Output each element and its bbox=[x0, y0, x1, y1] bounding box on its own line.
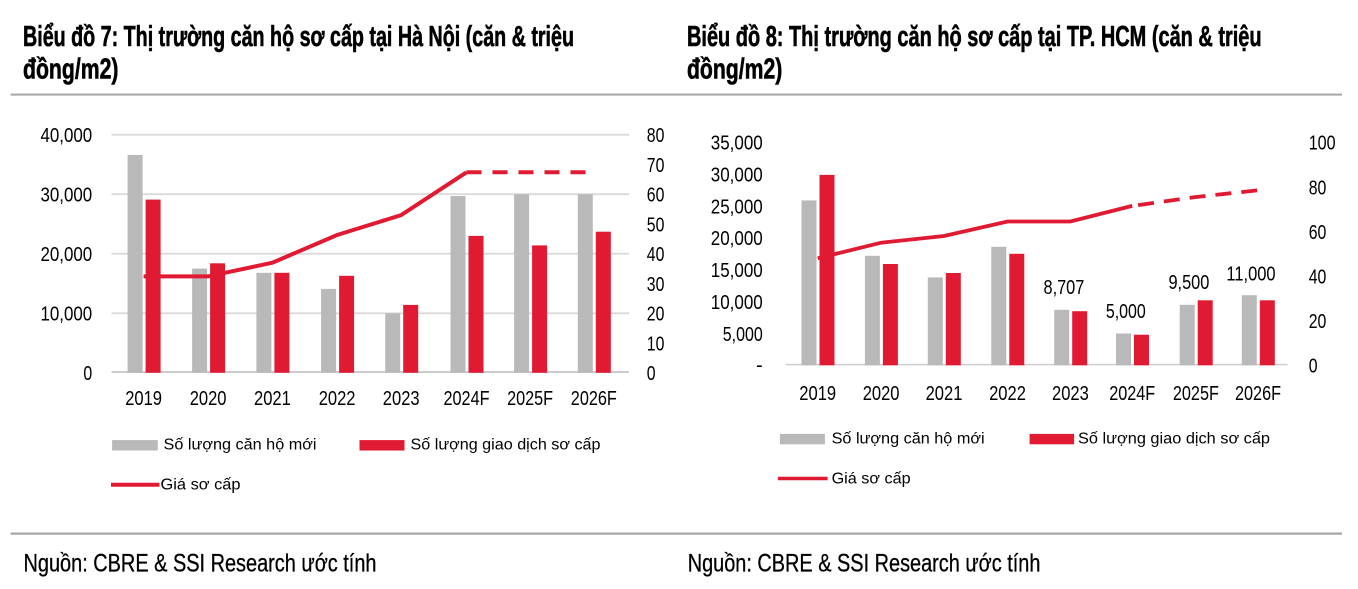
svg-text:100: 100 bbox=[1309, 133, 1336, 155]
svg-text:2025F: 2025F bbox=[1173, 383, 1219, 405]
svg-text:2023: 2023 bbox=[1052, 383, 1089, 405]
svg-text:9,500: 9,500 bbox=[1168, 272, 1209, 294]
svg-text:20,000: 20,000 bbox=[711, 228, 763, 250]
svg-text:2019: 2019 bbox=[125, 388, 162, 410]
svg-text:80: 80 bbox=[647, 125, 665, 147]
svg-text:2020: 2020 bbox=[863, 383, 900, 405]
svg-text:2024F: 2024F bbox=[444, 388, 490, 410]
svg-text:Số lượng giao dịch sơ cấp: Số lượng giao dịch sơ cấp bbox=[1078, 431, 1270, 448]
svg-text:30,000: 30,000 bbox=[711, 165, 763, 187]
svg-text:2023: 2023 bbox=[383, 388, 420, 410]
svg-text:40,000: 40,000 bbox=[41, 125, 93, 147]
svg-text:0: 0 bbox=[83, 363, 92, 385]
svg-text:35,000: 35,000 bbox=[711, 133, 763, 155]
svg-text:70: 70 bbox=[647, 155, 665, 177]
svg-text:8,707: 8,707 bbox=[1044, 277, 1085, 299]
svg-text:15,000: 15,000 bbox=[711, 260, 763, 282]
svg-text:Số lượng căn hộ mới: Số lượng căn hộ mới bbox=[164, 437, 317, 454]
svg-text:2022: 2022 bbox=[319, 388, 356, 410]
svg-text:đồng/m2): đồng/m2) bbox=[687, 54, 782, 86]
svg-text:Giá sơ cấp: Giá sơ cấp bbox=[832, 470, 911, 487]
svg-text:Nguồn: CBRE & SSI Research ước: Nguồn: CBRE & SSI Research ước tính bbox=[24, 550, 377, 578]
svg-text:11,000: 11,000 bbox=[1226, 263, 1275, 285]
svg-text:2026F: 2026F bbox=[1235, 383, 1281, 405]
svg-text:Số lượng căn hộ mới: Số lượng căn hộ mới bbox=[832, 431, 985, 448]
svg-text:Biểu đồ 8: Thị trường căn hộ s: Biểu đồ 8: Thị trường căn hộ sơ cấp tại … bbox=[687, 21, 1262, 53]
svg-text:30: 30 bbox=[647, 274, 665, 296]
svg-text:Nguồn: CBRE & SSI Research ước: Nguồn: CBRE & SSI Research ước tính bbox=[688, 550, 1041, 578]
svg-text:0: 0 bbox=[647, 363, 656, 385]
svg-text:30,000: 30,000 bbox=[41, 185, 93, 207]
svg-text:25,000: 25,000 bbox=[711, 196, 763, 218]
svg-text:2025F: 2025F bbox=[507, 388, 553, 410]
svg-text:80: 80 bbox=[1309, 177, 1327, 199]
svg-text:10,000: 10,000 bbox=[711, 292, 763, 314]
svg-text:đồng/m2): đồng/m2) bbox=[23, 54, 119, 86]
svg-text:5,000: 5,000 bbox=[1106, 301, 1146, 323]
svg-text:2022: 2022 bbox=[989, 383, 1026, 405]
svg-text:20: 20 bbox=[647, 304, 665, 326]
svg-text:5,000: 5,000 bbox=[723, 324, 763, 346]
svg-text:Số lượng giao dịch sơ cấp: Số lượng giao dịch sơ cấp bbox=[411, 437, 601, 454]
svg-text:Biểu đồ 7: Thị trường căn hộ s: Biểu đồ 7: Thị trường căn hộ sơ cấp tại … bbox=[23, 21, 574, 53]
svg-text:20: 20 bbox=[1309, 311, 1327, 333]
svg-text:0: 0 bbox=[1309, 356, 1318, 378]
svg-text:60: 60 bbox=[1309, 222, 1327, 244]
svg-text:2020: 2020 bbox=[190, 388, 227, 410]
svg-text:Giá sơ cấp: Giá sơ cấp bbox=[161, 477, 241, 494]
svg-text:40: 40 bbox=[647, 244, 665, 266]
svg-text:2021: 2021 bbox=[926, 383, 963, 405]
svg-text:60: 60 bbox=[647, 185, 665, 207]
svg-text:2026F: 2026F bbox=[571, 388, 617, 410]
svg-text:2019: 2019 bbox=[799, 383, 836, 405]
svg-text:10,000: 10,000 bbox=[41, 304, 93, 326]
svg-text:10: 10 bbox=[647, 333, 665, 355]
svg-text:2021: 2021 bbox=[254, 388, 291, 410]
svg-text:20,000: 20,000 bbox=[41, 244, 93, 266]
svg-text:2024F: 2024F bbox=[1109, 383, 1155, 405]
svg-text:40: 40 bbox=[1309, 266, 1327, 288]
svg-text:50: 50 bbox=[647, 214, 665, 236]
svg-text:-: - bbox=[756, 354, 763, 376]
